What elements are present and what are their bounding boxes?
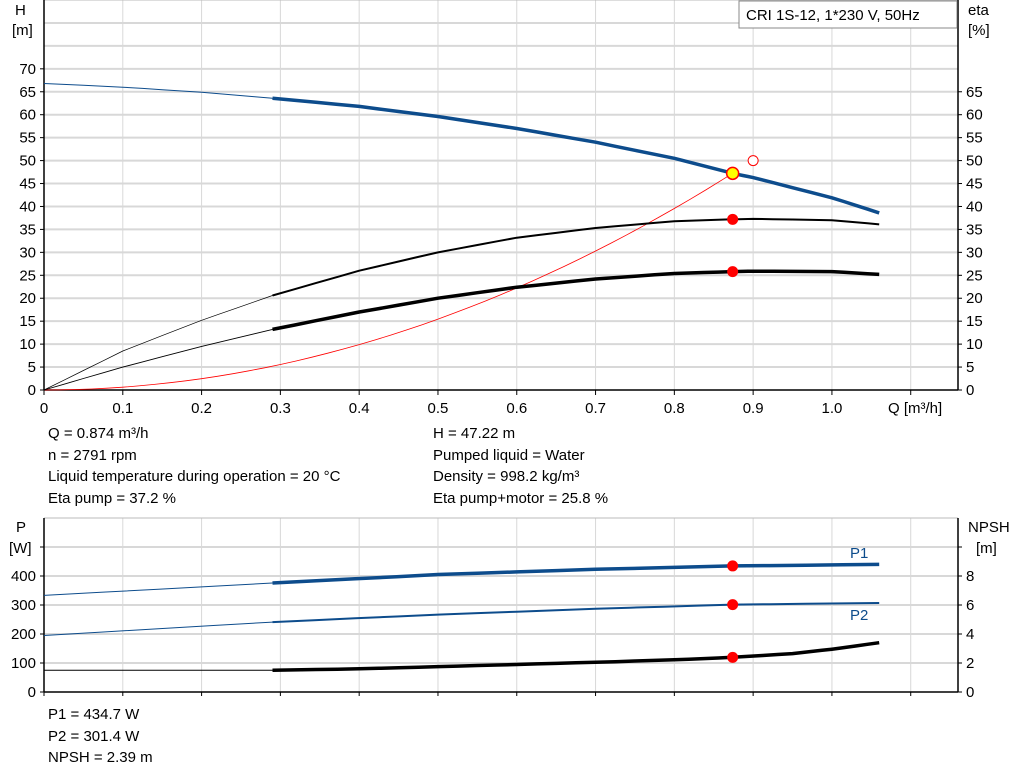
y-tick-label-left: 65 xyxy=(19,84,36,101)
eta-pump-motor-duty-point xyxy=(727,266,739,278)
y-tick-label-right: 5 xyxy=(966,359,974,376)
p2-duty-point xyxy=(727,599,739,611)
y-tick-label-right: 0 xyxy=(966,382,974,399)
x-tick-label: 0.9 xyxy=(743,400,764,417)
y-tick-label-right: 20 xyxy=(966,290,983,307)
npsh-duty-point xyxy=(727,651,739,663)
y-tick-label-left: 200 xyxy=(11,626,36,643)
duty-info-right: H = 47.22 m Pumped liquid = Water Densit… xyxy=(433,423,608,509)
eta-pump-curve-extrapolated xyxy=(43,295,273,391)
y-tick-label-right: 0 xyxy=(966,684,974,701)
p-axis-name: P xyxy=(16,519,26,536)
y-tick-label-left: 30 xyxy=(19,244,36,261)
npsh-axis-unit: [m] xyxy=(976,540,997,557)
y-tick-label-right: 65 xyxy=(966,84,983,101)
x-tick-label: 0.3 xyxy=(270,400,291,417)
p1-curve xyxy=(272,562,880,585)
x-tick-label: 0 xyxy=(40,400,48,417)
y-tick-label-left: 400 xyxy=(11,568,36,585)
eta-pump-curve xyxy=(272,217,880,297)
h-duty-point xyxy=(725,166,740,181)
info-npsh: NPSH = 2.39 m xyxy=(48,749,153,766)
y-tick-label-left: 0 xyxy=(28,684,36,701)
y-tick-label-left: 35 xyxy=(19,221,36,238)
y-tick-label-right: 60 xyxy=(966,107,983,124)
x-tick-label: 0.4 xyxy=(349,400,370,417)
h-axis-name: H xyxy=(15,2,26,19)
y-tick-label-right: 50 xyxy=(966,153,983,170)
y-tick-label-left: 40 xyxy=(19,198,36,215)
x-axis-label: Q [m³/h] xyxy=(888,400,942,417)
y-tick-label-left: 0 xyxy=(28,382,36,399)
y-tick-label-right: 55 xyxy=(966,130,983,147)
legend-box xyxy=(738,0,958,29)
y-tick-label-left: 25 xyxy=(19,267,36,284)
p2-series-label: P2 xyxy=(850,607,868,624)
info-p1: P1 = 434.7 W xyxy=(48,706,140,723)
y-tick-label-right: 45 xyxy=(966,176,983,193)
x-tick-label: 1.0 xyxy=(822,400,843,417)
y-tick-label-right: 40 xyxy=(966,198,983,215)
info-temp: Liquid temperature during operation = 20… xyxy=(48,468,341,485)
y-tick-label-left: 60 xyxy=(19,107,36,124)
x-tick-label: 0.8 xyxy=(664,400,685,417)
info-h: H = 47.22 m xyxy=(433,425,516,442)
y-tick-label-left: 5 xyxy=(28,359,36,376)
info-density: Density = 998.2 kg/m³ xyxy=(433,468,580,485)
y-tick-label-right: 10 xyxy=(966,336,983,353)
x-tick-label: 0.7 xyxy=(585,400,606,417)
y-tick-label-right: 35 xyxy=(966,221,983,238)
info-liquid: Pumped liquid = Water xyxy=(433,446,585,464)
y-tick-label-right: 2 xyxy=(966,655,974,672)
p2-curve-extrapolated xyxy=(43,621,273,636)
p-axis-unit: [W] xyxy=(9,540,32,557)
eta-pump-motor-curve xyxy=(272,269,880,332)
eta-pump-duty-point xyxy=(727,213,739,225)
y-tick-label-left: 70 xyxy=(19,61,36,78)
y-tick-label-right: 8 xyxy=(966,568,974,585)
y-tick-label-left: 50 xyxy=(19,153,36,170)
x-tick-label: 0.2 xyxy=(191,400,212,417)
y-tick-label-left: 55 xyxy=(19,130,36,147)
info-q: Q = 0.874 m³/h xyxy=(48,425,149,442)
info-eta-pump-motor: Eta pump+motor = 25.8 % xyxy=(433,489,609,507)
p1-curve-extrapolated xyxy=(43,582,273,596)
npsh-curve xyxy=(272,640,880,673)
info-n: n = 2791 rpm xyxy=(48,446,137,464)
eta-axis-name: eta xyxy=(968,2,990,19)
h-axis-unit: [m] xyxy=(12,22,33,39)
x-tick-label: 0.5 xyxy=(428,400,449,417)
y-tick-label-right: 4 xyxy=(966,626,974,643)
x-tick-label: 0.6 xyxy=(506,400,527,417)
y-tick-label-left: 100 xyxy=(11,655,36,672)
y-tick-label-left: 10 xyxy=(19,336,36,353)
requested-point xyxy=(747,155,759,167)
y-tick-label-left: 300 xyxy=(11,597,36,614)
p1-duty-point xyxy=(727,560,739,572)
h-curve xyxy=(272,96,880,215)
power-npsh-chart: 0 100 200 300 400 0 2 4 6 8 xyxy=(11,517,974,701)
y-tick-label-right: 25 xyxy=(966,267,983,284)
h-curve-extrapolated xyxy=(43,83,273,99)
y-tick-label-left: 20 xyxy=(19,290,36,307)
y-tick-label-right: 15 xyxy=(966,313,983,330)
p1-series-label: P1 xyxy=(850,545,868,562)
info-p2: P2 = 301.4 W xyxy=(48,727,140,745)
y-tick-label-right: 30 xyxy=(966,244,983,261)
eta-axis-unit: [%] xyxy=(968,22,990,39)
npsh-axis-name: NPSH xyxy=(968,519,1010,536)
y-tick-label-right: 6 xyxy=(966,597,974,614)
p2-curve xyxy=(272,602,880,624)
legend-text: CRI 1S-12, 1*230 V, 50Hz xyxy=(746,7,920,24)
eta-pump-motor-curve-extrapolated xyxy=(43,328,273,391)
performance-chart: 0 5 10 15 20 25 30 35 40 45 50 55 60 65 70 0 5 10 15 20 25 30… xyxy=(19,0,983,417)
y-tick-label-left: 15 xyxy=(19,313,36,330)
info-eta-pump: Eta pump = 37.2 % xyxy=(48,489,176,507)
system-curve xyxy=(43,172,733,391)
power-info: P1 = 434.7 W P2 = 301.4 W NPSH = 2.39 m xyxy=(48,704,153,769)
x-tick-label: 0.1 xyxy=(112,400,133,417)
duty-info-left: Q = 0.874 m³/h n = 2791 rpm Liquid tempe… xyxy=(48,423,340,509)
y-tick-label-left: 45 xyxy=(19,176,36,193)
